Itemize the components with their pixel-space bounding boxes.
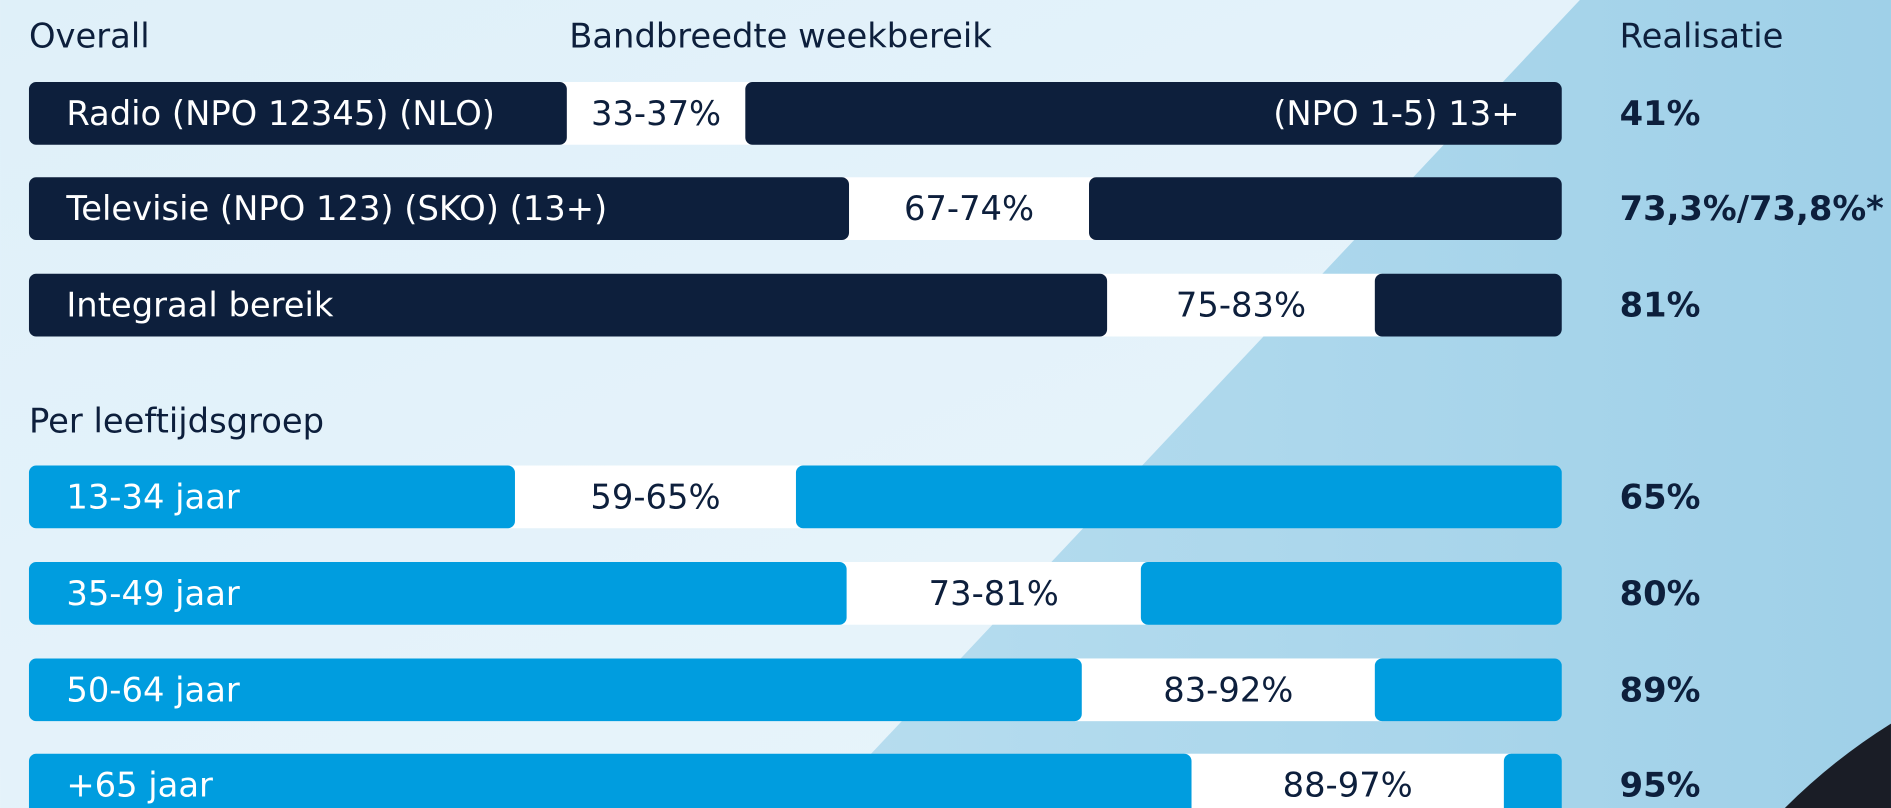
row-label: +65 jaar bbox=[66, 766, 213, 805]
left-bar bbox=[28, 82, 567, 145]
row-label: 50-64 jaar bbox=[66, 670, 240, 709]
section-header: Per leeftijdsgroep bbox=[29, 401, 324, 440]
realisatie-value: 89% bbox=[1620, 670, 1701, 709]
band-label: 88-97% bbox=[1283, 766, 1413, 805]
row-label: Radio (NPO 12345) (NLO) bbox=[66, 94, 495, 133]
right-bar bbox=[1089, 177, 1562, 240]
row-label: 13-34 jaar bbox=[66, 477, 240, 516]
realisatie-value: 73,3%/73,8%* bbox=[1620, 189, 1884, 228]
band-label: 75-83% bbox=[1176, 286, 1306, 325]
realisatie-value: 41% bbox=[1620, 94, 1701, 133]
left-bar bbox=[28, 658, 1082, 722]
right-bar bbox=[795, 465, 1562, 529]
bar-note: (NPO 1-5) 13+ bbox=[1273, 94, 1519, 133]
row-label: 35-49 jaar bbox=[66, 574, 240, 613]
left-bar bbox=[28, 177, 850, 240]
right-bar bbox=[745, 82, 1562, 145]
band-bg bbox=[841, 177, 1097, 240]
band-bg bbox=[1184, 753, 1512, 808]
band-label: 33-37% bbox=[591, 94, 721, 133]
band-bg bbox=[559, 82, 753, 145]
realisatie-value: 81% bbox=[1620, 286, 1701, 325]
realisatie-value: 80% bbox=[1620, 574, 1701, 613]
left-bar bbox=[28, 273, 1108, 337]
band-label: 59-65% bbox=[590, 477, 720, 516]
left-bar bbox=[28, 753, 1192, 808]
overall-header: Overall bbox=[29, 17, 150, 56]
left-bar bbox=[28, 561, 847, 625]
right-bar bbox=[1374, 658, 1562, 722]
realisatie-header: Realisatie bbox=[1620, 17, 1784, 56]
row-label: Integraal bereik bbox=[66, 286, 334, 325]
realisatie-value: 65% bbox=[1620, 477, 1701, 516]
band-label: 73-81% bbox=[929, 574, 1059, 613]
band-bg bbox=[507, 465, 804, 529]
band-bg bbox=[1099, 273, 1383, 337]
band-label: 67-74% bbox=[904, 189, 1034, 228]
band-label: 83-92% bbox=[1163, 670, 1293, 709]
right-bar bbox=[1503, 753, 1562, 808]
left-bar bbox=[28, 465, 515, 529]
right-bar bbox=[1374, 273, 1562, 337]
realisatie-value: 95% bbox=[1620, 766, 1701, 805]
right-bar bbox=[1140, 561, 1562, 625]
band-header: Bandbreedte weekbereik bbox=[569, 17, 992, 56]
row-label: Televisie (NPO 123) (SKO) (13+) bbox=[65, 189, 607, 228]
band-bg bbox=[1074, 658, 1383, 722]
figure-silhouette bbox=[1784, 723, 1891, 808]
band-bg bbox=[839, 561, 1149, 625]
